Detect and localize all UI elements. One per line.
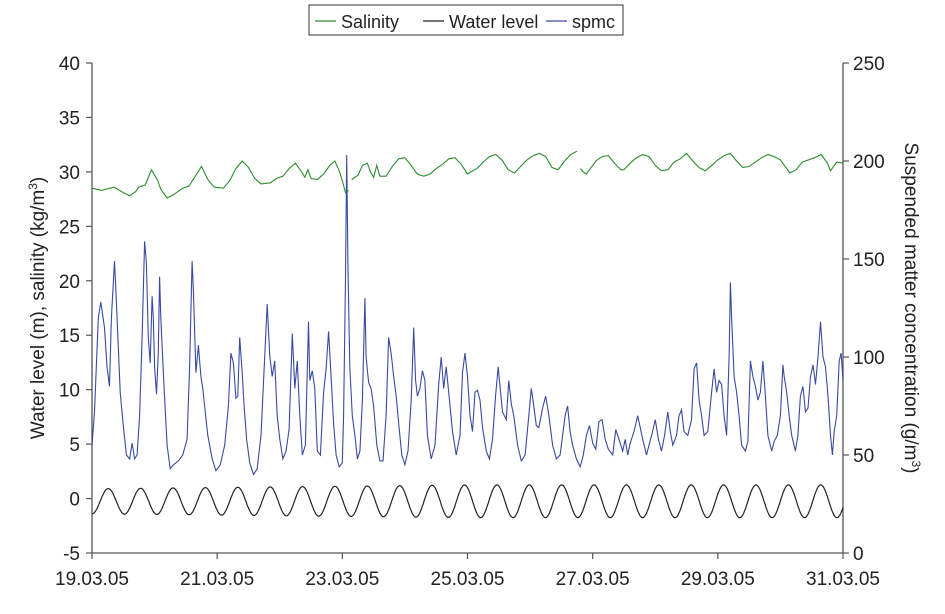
legend-box <box>308 4 624 36</box>
series-layer <box>91 150 844 519</box>
x-tick-label: 25.03.05 <box>431 569 505 590</box>
y-right-tick-label: 150 <box>853 250 885 271</box>
y-left-tick-label: -5 <box>63 544 80 565</box>
y-left-tick-label: 15 <box>59 326 80 347</box>
y-axis-left-label: Water level (m), salinity (kg/m3) <box>26 177 49 440</box>
y-right-tick-label: 250 <box>853 54 885 75</box>
y-left-tick-label: 20 <box>59 272 80 293</box>
legend-label-salinity: Salinity <box>341 12 399 32</box>
x-tick-label: 23.03.05 <box>305 569 379 590</box>
series-water-level-line <box>91 484 844 519</box>
y-right-tick-label: 100 <box>853 348 885 369</box>
legend: Salinity Water level spmc <box>308 4 624 36</box>
x-tick-label: 27.03.05 <box>556 569 630 590</box>
y-left-tick-label: 5 <box>69 435 80 456</box>
x-tick-label: 31.03.05 <box>806 569 880 590</box>
x-tick-label: 21.03.05 <box>180 569 254 590</box>
y-left-tick-label: 0 <box>69 490 80 511</box>
y-right-tick-label: 200 <box>853 152 885 173</box>
x-tick-label: 29.03.05 <box>681 569 755 590</box>
series-salinity-line-segment <box>91 160 349 199</box>
y-right-tick-label: 0 <box>853 544 864 565</box>
y-left-tick-label: 25 <box>59 217 80 238</box>
series-spmc-line <box>91 155 844 476</box>
x-tick-label: 19.03.05 <box>55 569 129 590</box>
y-left-tick-label: 10 <box>59 381 80 402</box>
tick-layer: -5 0 5 10 15 20 25 30 35 40 0 50 100 150 200 250 19.03.0… <box>55 54 885 590</box>
y-axis-right-label: Suspended matter concentration (g/m3) <box>900 143 923 474</box>
series-salinity-line-segment <box>351 150 578 180</box>
y-left-tick-label: 35 <box>59 108 80 129</box>
legend-label-spmc: spmc <box>572 12 615 32</box>
y-left-tick-label: 30 <box>59 163 80 184</box>
series-salinity-line-segment <box>579 152 844 175</box>
legend-label-water-level: Water level <box>449 12 538 32</box>
y-left-tick-label: 40 <box>59 54 80 75</box>
y-right-tick-label: 50 <box>853 446 874 467</box>
